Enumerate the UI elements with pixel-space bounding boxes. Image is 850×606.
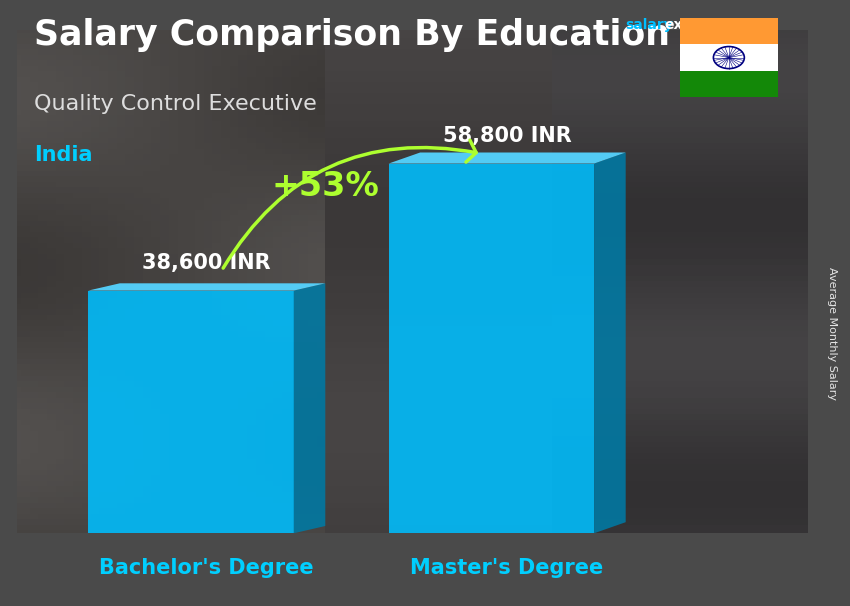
- Text: salary: salary: [625, 18, 672, 32]
- Text: Master's Degree: Master's Degree: [411, 559, 604, 579]
- Polygon shape: [388, 153, 626, 164]
- Text: Quality Control Executive: Quality Control Executive: [34, 94, 317, 114]
- Polygon shape: [88, 291, 293, 533]
- Polygon shape: [388, 164, 594, 533]
- Polygon shape: [594, 153, 626, 533]
- Text: .com: .com: [721, 18, 758, 32]
- Text: 58,800 INR: 58,800 INR: [443, 126, 571, 146]
- Text: India: India: [34, 145, 93, 165]
- Text: Bachelor's Degree: Bachelor's Degree: [99, 559, 314, 579]
- Polygon shape: [293, 284, 326, 533]
- Text: Salary Comparison By Education: Salary Comparison By Education: [34, 18, 670, 52]
- Text: Average Monthly Salary: Average Monthly Salary: [827, 267, 837, 400]
- FancyArrowPatch shape: [224, 140, 476, 268]
- Text: explorer: explorer: [665, 18, 730, 32]
- Text: 38,600 INR: 38,600 INR: [143, 253, 271, 273]
- Text: +53%: +53%: [271, 170, 379, 204]
- Polygon shape: [88, 284, 326, 291]
